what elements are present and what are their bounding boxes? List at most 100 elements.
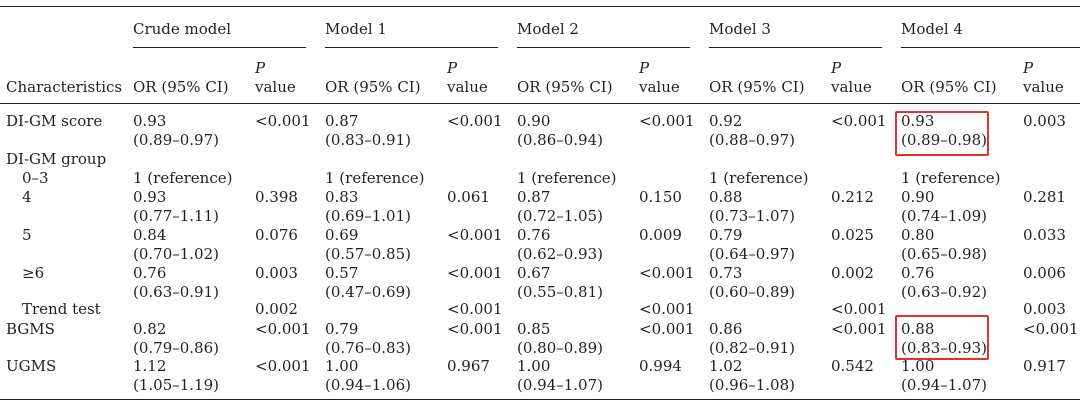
- or-value: 0.93: [901, 112, 935, 130]
- or-value: 0.85: [517, 320, 551, 338]
- col-p-symbol: P: [255, 59, 266, 77]
- col-p-symbol: P: [1023, 59, 1034, 77]
- col-p-word: value: [831, 78, 872, 96]
- or-value: 0.87: [517, 188, 551, 206]
- p-value: <0.001: [639, 264, 695, 282]
- ci-value: (0.60–0.89): [709, 283, 796, 301]
- ci-value: (0.47–0.69): [325, 283, 412, 301]
- top-rule: [0, 6, 1080, 7]
- p-value: 0.398: [255, 188, 298, 206]
- p-value: <0.001: [639, 320, 695, 338]
- p-value: 0.917: [1023, 357, 1066, 375]
- highlight-box: [895, 315, 989, 360]
- ci-value: (0.83–0.91): [325, 131, 412, 149]
- model-underline: [901, 47, 1080, 48]
- ci-value: (0.74–1.09): [901, 207, 988, 225]
- col-p-symbol: P: [831, 59, 842, 77]
- p-value: 0.212: [831, 188, 874, 206]
- or-value: 0.79: [325, 320, 359, 338]
- or-value: 0.76: [517, 226, 551, 244]
- p-value: <0.001: [255, 112, 311, 130]
- model-header: Model 3: [709, 20, 771, 38]
- header-rule: [0, 103, 1080, 104]
- row-label: DI-GM group: [6, 150, 107, 168]
- ci-value: (0.77–1.11): [133, 207, 220, 225]
- or-value: 0.76: [901, 264, 935, 282]
- col-p-symbol: P: [639, 59, 650, 77]
- ci-value: (0.76–0.83): [325, 339, 412, 357]
- or-value: 0.67: [517, 264, 551, 282]
- p-value: 0.002: [255, 300, 298, 318]
- or-value: 1.00: [517, 357, 551, 375]
- ci-value: (0.70–1.02): [133, 245, 220, 263]
- p-value: <0.001: [447, 320, 503, 338]
- p-value: 0.150: [639, 188, 682, 206]
- or-value: 0.82: [133, 320, 167, 338]
- model-underline: [133, 47, 306, 48]
- col-or: OR (95% CI): [517, 78, 613, 96]
- ci-value: (0.69–1.01): [325, 207, 412, 225]
- ci-value: (0.96–1.08): [709, 376, 796, 394]
- p-value: 0.994: [639, 357, 682, 375]
- p-value: <0.001: [255, 320, 311, 338]
- or-value: 0.92: [709, 112, 743, 130]
- col-p-word: value: [1023, 78, 1064, 96]
- model-underline: [517, 47, 690, 48]
- highlight-box: [895, 111, 989, 156]
- or-value: 0.80: [901, 226, 935, 244]
- bottom-rule: [0, 399, 1080, 400]
- col-or: OR (95% CI): [325, 78, 421, 96]
- or-value: 1.12: [133, 357, 167, 375]
- p-value: 0.003: [1023, 112, 1066, 130]
- model-header: Model 1: [325, 20, 387, 38]
- p-value: <0.001: [831, 320, 887, 338]
- ci-value: (0.73–1.07): [709, 207, 796, 225]
- p-value: 0.076: [255, 226, 298, 244]
- ci-value: (0.63–0.91): [133, 283, 220, 301]
- row-label: Trend test: [22, 300, 101, 318]
- p-value: 0.003: [255, 264, 298, 282]
- or-value: 0.79: [709, 226, 743, 244]
- p-value: <0.001: [447, 226, 503, 244]
- or-value: 0.88: [709, 188, 743, 206]
- or-value: 1 (reference): [325, 169, 425, 187]
- or-value: 0.86: [709, 320, 743, 338]
- ci-value: (0.88–0.97): [709, 131, 796, 149]
- ci-value: (1.05–1.19): [133, 376, 220, 394]
- or-value: 1.00: [325, 357, 359, 375]
- ci-value: (0.62–0.93): [517, 245, 604, 263]
- ci-value: (0.80–0.89): [517, 339, 604, 357]
- col-or: OR (95% CI): [709, 78, 805, 96]
- or-value: 1 (reference): [133, 169, 233, 187]
- ci-value: (0.79–0.86): [133, 339, 220, 357]
- or-value: 0.87: [325, 112, 359, 130]
- or-value: 0.90: [901, 188, 935, 206]
- col-characteristics: Characteristics: [6, 78, 123, 96]
- p-value: <0.001: [255, 357, 311, 375]
- ci-value: (0.63–0.92): [901, 283, 988, 301]
- or-value: 0.88: [901, 320, 935, 338]
- ci-value: (0.89–0.97): [133, 131, 220, 149]
- or-value: 1.02: [709, 357, 743, 375]
- ci-value: (0.64–0.97): [709, 245, 796, 263]
- ci-value: (0.94–1.06): [325, 376, 412, 394]
- p-value: 0.025: [831, 226, 874, 244]
- p-value: <0.001: [639, 300, 695, 318]
- or-value: 0.83: [325, 188, 359, 206]
- p-value: <0.001: [1023, 320, 1079, 338]
- model-header: Model 4: [901, 20, 963, 38]
- row-label: DI-GM score: [6, 112, 103, 130]
- row-label: UGMS: [6, 357, 57, 375]
- or-value: 1.00: [901, 357, 935, 375]
- or-value: 0.90: [517, 112, 551, 130]
- or-value: 0.93: [133, 112, 167, 130]
- p-value: <0.001: [447, 264, 503, 282]
- or-value: 0.93: [133, 188, 167, 206]
- ci-value: (0.89–0.98): [901, 131, 988, 149]
- p-value: 0.542: [831, 357, 874, 375]
- model-underline: [325, 47, 498, 48]
- ci-value: (0.72–1.05): [517, 207, 604, 225]
- or-value: 0.73: [709, 264, 743, 282]
- col-or: OR (95% CI): [901, 78, 997, 96]
- model-header: Crude model: [133, 20, 232, 38]
